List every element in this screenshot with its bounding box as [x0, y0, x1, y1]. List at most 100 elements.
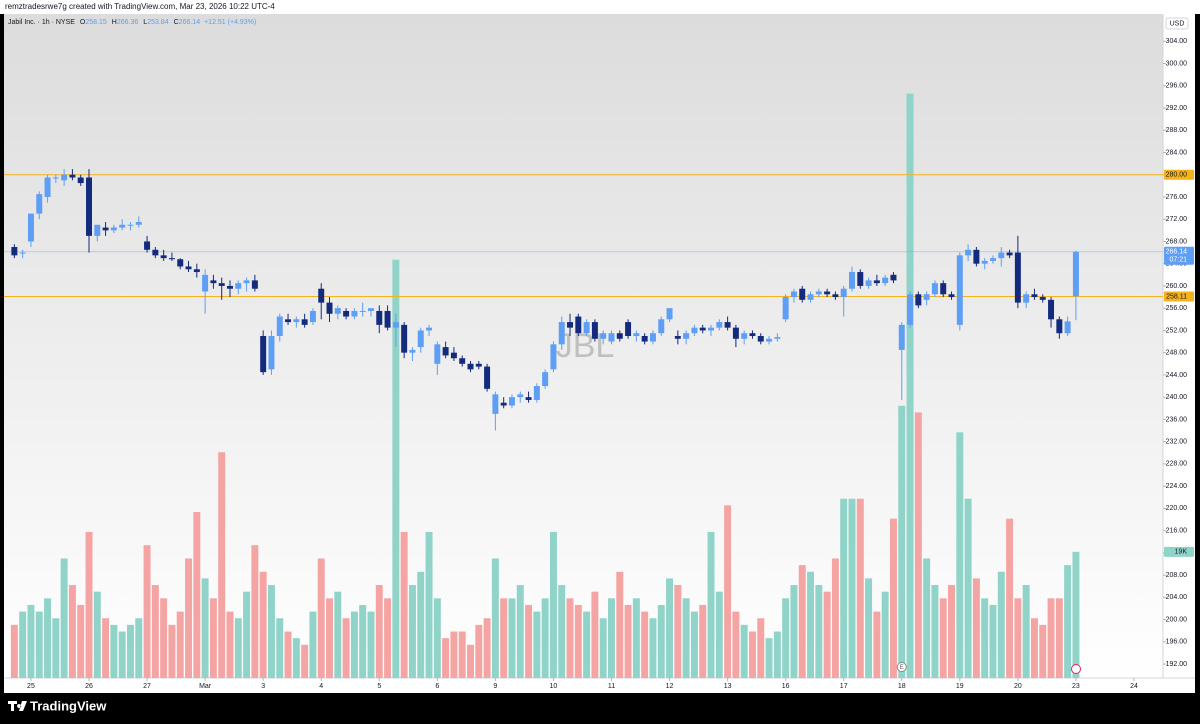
- volume-bar: [491, 558, 499, 678]
- legend-key: C: [174, 19, 179, 26]
- candle-body: [185, 266, 192, 270]
- volume-bar: [218, 452, 226, 678]
- volume-bar: [68, 585, 76, 678]
- volume-bar: [483, 618, 491, 678]
- candle-body: [940, 283, 947, 295]
- volume-bar: [972, 578, 980, 678]
- x-tick-label: 4: [319, 683, 323, 690]
- volume-bar: [1030, 618, 1038, 678]
- candle-body: [550, 344, 557, 370]
- x-tick-label: 20: [1014, 683, 1022, 690]
- volume-bar: [168, 624, 176, 678]
- candle-body: [898, 324, 905, 350]
- legend-key: H: [112, 19, 117, 26]
- level-label: 280.00: [1166, 172, 1188, 179]
- candle-body: [708, 327, 714, 331]
- header-bar: [0, 0, 1200, 14]
- volume-bar: [243, 591, 251, 678]
- candle-body: [666, 308, 673, 320]
- candle-body: [177, 259, 184, 267]
- candle-body: [807, 294, 814, 300]
- candle-body: [426, 327, 433, 331]
- volume-bar: [1064, 565, 1072, 678]
- volume-bar: [964, 498, 972, 678]
- y-tick-label: 236.00: [1166, 416, 1188, 423]
- candle-body: [343, 310, 350, 317]
- volume-bar: [1039, 624, 1047, 678]
- candle-body: [334, 308, 341, 314]
- currency-box: [1165, 17, 1189, 30]
- brand: TradingView: [8, 698, 107, 713]
- legend-key: O: [80, 19, 86, 26]
- volume-bar: [350, 611, 358, 678]
- volume-bar: [301, 644, 309, 678]
- volume-bar: [1055, 598, 1063, 678]
- candle-body: [890, 274, 897, 281]
- volume-bar: [1014, 598, 1022, 678]
- volume-bar: [732, 611, 740, 678]
- volume-bar: [516, 585, 524, 678]
- y-tick-label: 244.00: [1166, 372, 1188, 379]
- candle-body: [392, 322, 399, 328]
- candle-body: [649, 333, 656, 342]
- volume-bar: [27, 604, 35, 678]
- volume-bar: [251, 545, 259, 678]
- volume-bar: [856, 498, 864, 678]
- volume-bar: [981, 598, 989, 678]
- candle-body: [558, 322, 565, 345]
- volume-bar: [566, 598, 574, 678]
- candle-body: [19, 252, 26, 254]
- volume-bar: [400, 531, 408, 678]
- legend: Jabil Inc. · 1h · NYSE O258.15 H266.36 L253…: [8, 19, 256, 26]
- candle-body: [202, 274, 209, 292]
- x-tick-label: 12: [666, 683, 674, 690]
- candle-body: [492, 394, 499, 414]
- candle-body: [384, 310, 391, 328]
- candle-body: [77, 177, 84, 184]
- volume-bar: [508, 598, 516, 678]
- volume-bar: [583, 611, 591, 678]
- candle-body: [799, 288, 806, 300]
- candle-body: [276, 316, 283, 336]
- candle-body: [732, 327, 739, 339]
- legend-value: 253.84: [147, 19, 169, 26]
- candle-body: [417, 330, 424, 348]
- volume-bar: [823, 591, 831, 678]
- volume-bar: [317, 558, 325, 678]
- volume-bar: [102, 618, 110, 678]
- candle-body: [193, 269, 200, 273]
- y-tick-label: 296.00: [1166, 83, 1188, 90]
- last-price-box: [1164, 246, 1194, 265]
- volume-bar: [93, 591, 101, 678]
- candle-body: [674, 335, 681, 339]
- volume-bar: [60, 558, 68, 678]
- candle-body: [27, 213, 34, 242]
- candle-body: [517, 394, 524, 398]
- volume-bar: [840, 498, 848, 678]
- volume-bar: [574, 604, 582, 678]
- volume-bar: [110, 624, 118, 678]
- volume-bar: [831, 558, 839, 678]
- candle-body: [774, 337, 781, 339]
- y-tick-label: 240.00: [1166, 394, 1188, 401]
- candle-body: [285, 319, 292, 323]
- candle-body: [11, 247, 18, 256]
- volume-bar: [724, 505, 732, 678]
- x-tick-label: 5: [377, 683, 381, 690]
- y-tick-label: 208.00: [1166, 572, 1188, 579]
- candle-body: [351, 310, 358, 317]
- volume-bar: [450, 631, 458, 678]
- volume-bar: [889, 518, 897, 678]
- volume-bar: [765, 638, 773, 678]
- candle-body: [168, 258, 175, 260]
- candle-body: [542, 372, 549, 387]
- candle-body: [127, 224, 134, 226]
- level-label: 258.11: [1166, 293, 1187, 300]
- candle-body: [525, 397, 532, 400]
- x-tick-label: 26: [85, 683, 93, 690]
- volume-bar: [209, 598, 217, 678]
- candle-body: [36, 194, 43, 214]
- candle-body: [475, 363, 482, 367]
- candle-body: [915, 294, 922, 306]
- volume-bar: [715, 591, 723, 678]
